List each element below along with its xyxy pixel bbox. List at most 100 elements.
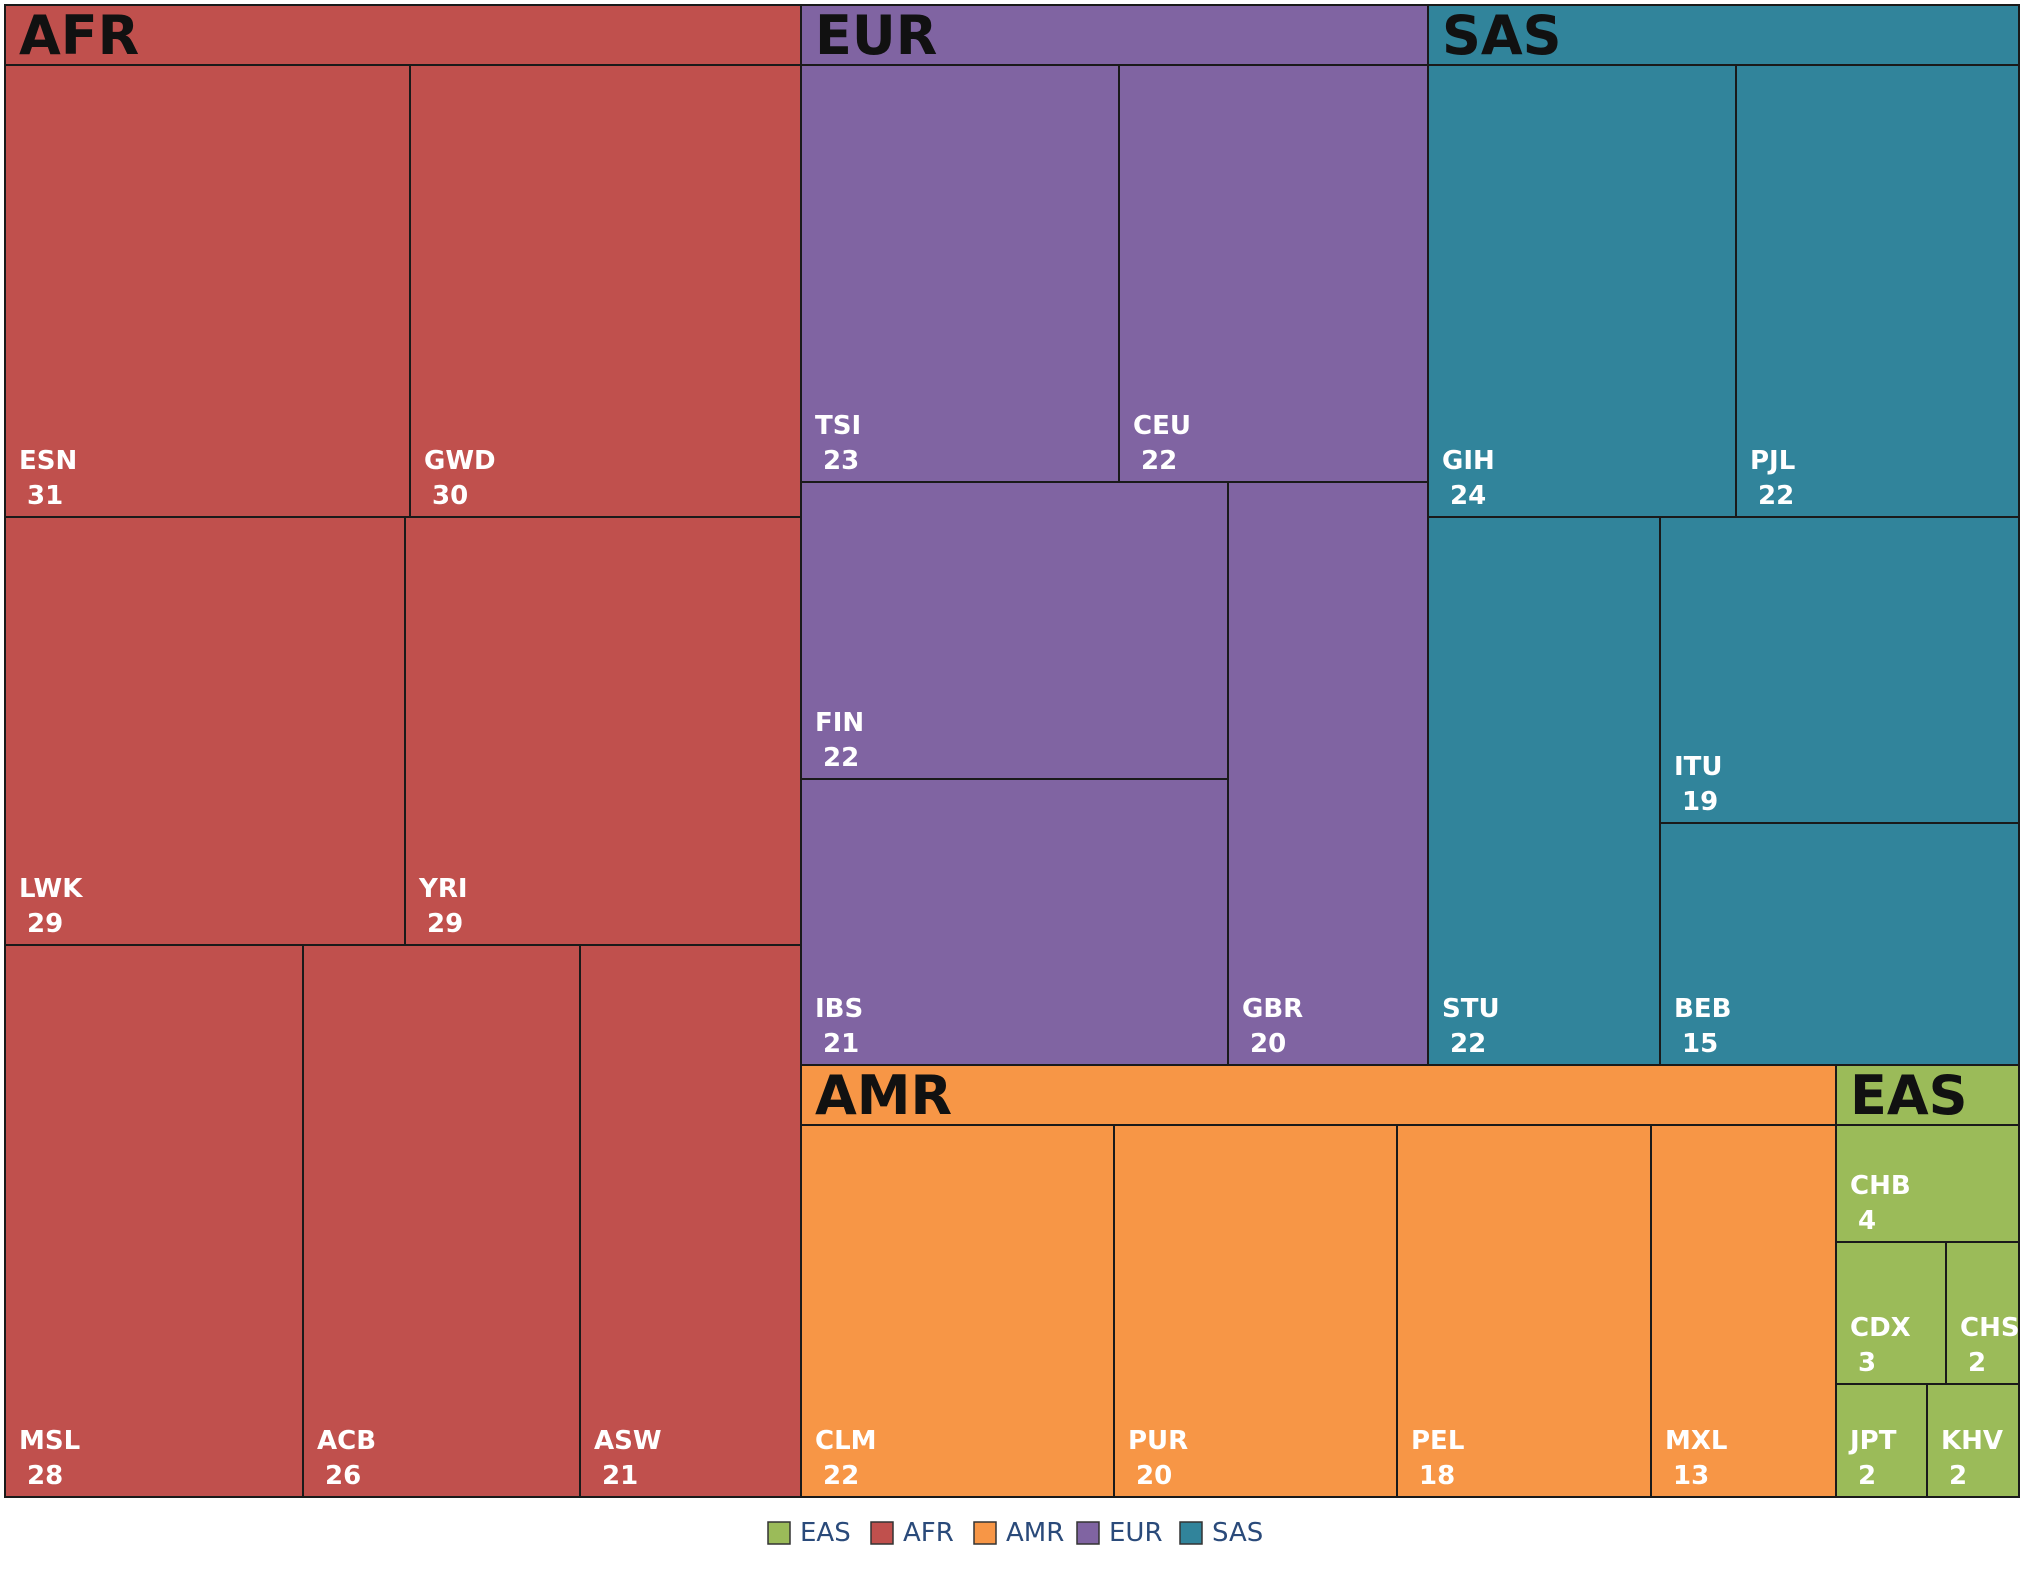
tile-value-stu: 22 [1450, 1029, 1486, 1059]
tile-chb [1835, 1124, 2020, 1243]
tile-value-lwk: 29 [27, 909, 63, 939]
tile-label-yri: YRI [418, 874, 468, 904]
legend-swatch-eur [1076, 1521, 1100, 1545]
tile-value-gih: 24 [1450, 481, 1486, 511]
legend: EAS AFR AMR EUR SAS [767, 1518, 1263, 1548]
tile-value-clm: 22 [823, 1461, 859, 1491]
tile-label-khv: KHV [1941, 1426, 2003, 1456]
tile-gbr [1227, 481, 1429, 1066]
tile-lwk [4, 516, 406, 946]
tile-value-ibs: 21 [823, 1029, 859, 1059]
tile-value-tsi: 23 [823, 446, 859, 476]
tile-label-ibs: IBS [815, 994, 863, 1024]
tile-gih [1427, 64, 1737, 518]
group-header-amr [800, 1064, 1837, 1126]
tile-beb [1659, 822, 2020, 1066]
tile-label-msl: MSL [19, 1426, 80, 1456]
tile-value-chb: 4 [1858, 1206, 1876, 1236]
tile-value-chs: 2 [1968, 1348, 1986, 1378]
tile-chs [1945, 1241, 2020, 1385]
tile-label-chs: CHS [1960, 1313, 2020, 1343]
tile-value-cdx: 3 [1858, 1348, 1876, 1378]
tile-label-chb: CHB [1850, 1171, 1911, 1201]
tile-label-fin: FIN [815, 708, 864, 738]
tile-label-lwk: LWK [19, 874, 83, 904]
tile-value-ceu: 22 [1141, 446, 1177, 476]
tile-label-clm: CLM [815, 1426, 877, 1456]
tile-gwd [409, 64, 802, 518]
tile-itu [1659, 516, 2020, 824]
group-label-amr: AMR [815, 1064, 952, 1127]
tile-khv [1926, 1383, 2020, 1498]
tile-label-gwd: GWD [424, 446, 496, 476]
tile-label-stu: STU [1442, 994, 1500, 1024]
tile-label-cdx: CDX [1850, 1313, 1911, 1343]
tile-label-ceu: CEU [1133, 411, 1191, 441]
tile-label-pur: PUR [1128, 1426, 1188, 1456]
tile-label-acb: ACB [317, 1426, 376, 1456]
group-label-afr: AFR [19, 4, 139, 67]
tile-pur [1113, 1124, 1398, 1498]
tile-mxl [1650, 1124, 1837, 1498]
legend-label-eur: EUR [1109, 1518, 1163, 1548]
tile-value-esn: 31 [27, 481, 63, 511]
group-header-eas [1835, 1064, 2020, 1126]
tile-yri [404, 516, 802, 946]
tile-clm [800, 1124, 1115, 1498]
tile-label-pel: PEL [1411, 1426, 1464, 1456]
tile-label-beb: BEB [1674, 994, 1731, 1024]
tile-jpt [1835, 1383, 1928, 1498]
tile-value-msl: 28 [27, 1461, 63, 1491]
tile-label-esn: ESN [19, 446, 77, 476]
tile-fin [800, 481, 1229, 780]
tile-value-itu: 19 [1682, 787, 1718, 817]
legend-swatch-eas [767, 1521, 791, 1545]
group-header-sas [1427, 4, 2020, 66]
legend-swatch-afr [870, 1521, 894, 1545]
tile-label-gih: GIH [1442, 446, 1495, 476]
tile-stu [1427, 516, 1661, 1066]
tile-value-pel: 18 [1419, 1461, 1455, 1491]
tile-label-mxl: MXL [1665, 1426, 1728, 1456]
tile-value-acb: 26 [325, 1461, 361, 1491]
tile-label-pjl: PJL [1750, 446, 1795, 476]
group-label-eur: EUR [815, 4, 937, 67]
tile-label-itu: ITU [1674, 752, 1723, 782]
tile-value-jpt: 2 [1858, 1461, 1876, 1491]
tile-value-mxl: 13 [1673, 1461, 1709, 1491]
tile-esn [4, 64, 411, 518]
group-label-eas: EAS [1850, 1064, 1968, 1127]
tile-msl [4, 944, 304, 1498]
tile-value-pur: 20 [1136, 1461, 1172, 1491]
tile-value-yri: 29 [427, 909, 463, 939]
tile-pjl [1735, 64, 2020, 518]
legend-swatch-sas [1179, 1521, 1203, 1545]
tile-acb [302, 944, 581, 1498]
tile-label-jpt: JPT [1848, 1426, 1897, 1456]
tile-value-beb: 15 [1682, 1029, 1718, 1059]
tile-value-asw: 21 [602, 1461, 638, 1491]
group-label-sas: SAS [1442, 4, 1562, 67]
group-header-afr [4, 4, 802, 66]
tile-asw [579, 944, 802, 1498]
legend-label-eas: EAS [800, 1518, 851, 1548]
tile-value-khv: 2 [1949, 1461, 1967, 1491]
tile-ceu [1118, 64, 1429, 483]
tile-value-pjl: 22 [1758, 481, 1794, 511]
tile-pel [1396, 1124, 1652, 1498]
group-header-eur [800, 4, 1429, 66]
legend-label-afr: AFR [903, 1518, 954, 1548]
tile-label-asw: ASW [594, 1426, 662, 1456]
legend-swatch-amr [973, 1521, 997, 1545]
tile-value-gbr: 20 [1250, 1029, 1286, 1059]
legend-label-amr: AMR [1006, 1518, 1064, 1548]
tile-cdx [1835, 1241, 1947, 1385]
tile-ibs [800, 778, 1229, 1066]
tile-label-gbr: GBR [1242, 994, 1303, 1024]
tile-label-tsi: TSI [815, 411, 861, 441]
legend-label-sas: SAS [1212, 1518, 1263, 1548]
tile-value-fin: 22 [823, 743, 859, 773]
tile-value-gwd: 30 [432, 481, 468, 511]
